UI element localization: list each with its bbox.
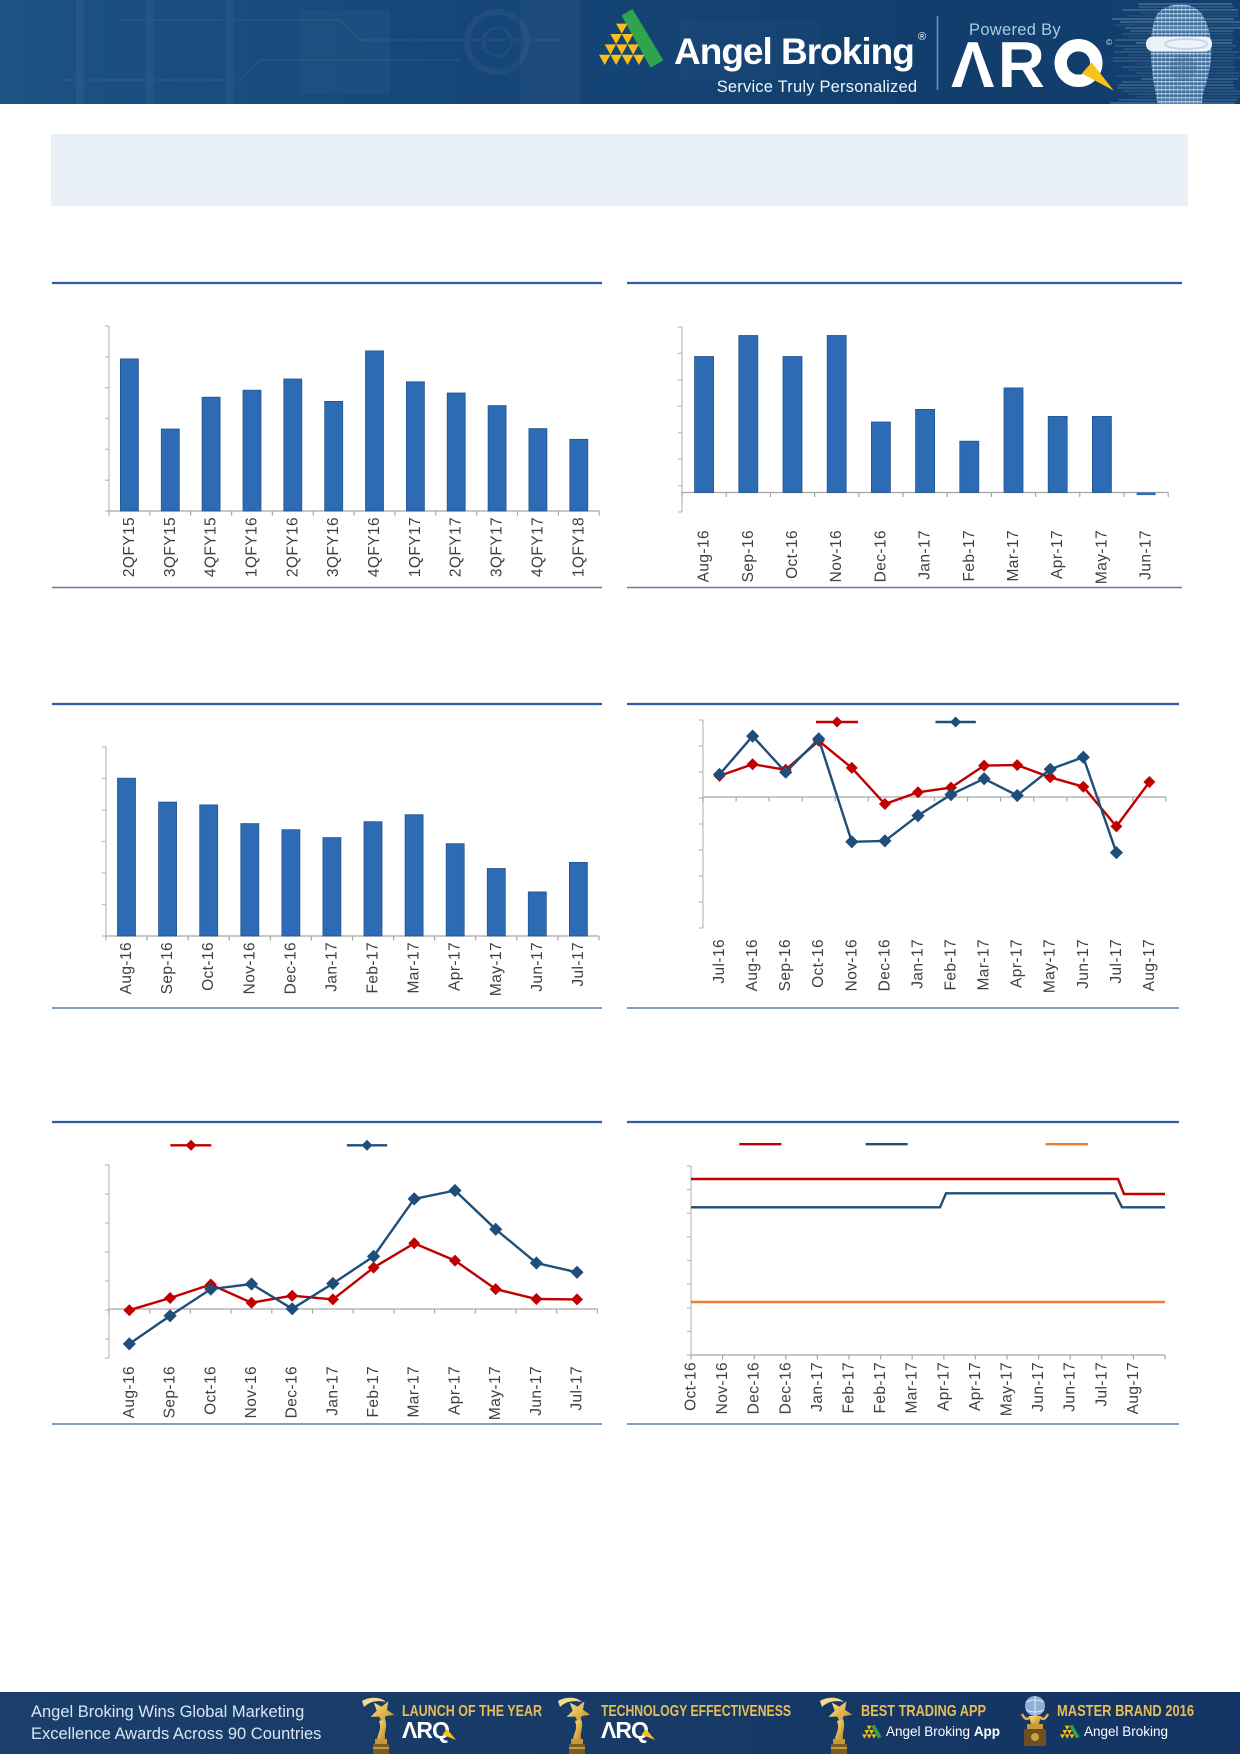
svg-text:Nov-16: Nov-16 bbox=[241, 942, 258, 994]
svg-text:Mar-17: Mar-17 bbox=[904, 1362, 921, 1414]
svg-text:Feb-17: Feb-17 bbox=[943, 939, 960, 991]
svg-text:1QFY18: 1QFY18 bbox=[570, 517, 587, 577]
svg-text:Jan-17: Jan-17 bbox=[917, 530, 934, 580]
svg-text:Feb-17: Feb-17 bbox=[841, 1362, 858, 1414]
svg-text:4QFY16: 4QFY16 bbox=[366, 517, 383, 577]
svg-text:Jan-17: Jan-17 bbox=[324, 1366, 341, 1416]
svg-text:Aug-16: Aug-16 bbox=[121, 1366, 138, 1418]
svg-text:Angel Broking: Angel Broking bbox=[674, 31, 914, 72]
svg-text:Sep-16: Sep-16 bbox=[777, 939, 794, 991]
svg-text:Dec-16: Dec-16 bbox=[284, 1366, 301, 1418]
svg-text:Jul-17: Jul-17 bbox=[570, 942, 587, 987]
svg-text:BEST TRADING APP: BEST TRADING APP bbox=[861, 1703, 986, 1720]
svg-text:Angel Broking: Angel Broking bbox=[1084, 1724, 1168, 1739]
svg-text:Jun-17: Jun-17 bbox=[1138, 530, 1155, 580]
svg-text:®: ® bbox=[918, 31, 926, 43]
svg-text:Mar-17: Mar-17 bbox=[1005, 530, 1022, 582]
svg-text:Jan-17: Jan-17 bbox=[809, 1362, 826, 1412]
svg-text:MASTER BRAND 2016: MASTER BRAND 2016 bbox=[1057, 1703, 1194, 1720]
svg-text:Jun-17: Jun-17 bbox=[1030, 1362, 1047, 1412]
svg-text:Dec-16: Dec-16 bbox=[876, 939, 893, 991]
svg-text:Jun-17: Jun-17 bbox=[529, 942, 546, 992]
svg-text:Dec-16: Dec-16 bbox=[872, 530, 889, 582]
svg-text:Oct-16: Oct-16 bbox=[784, 530, 801, 579]
svg-text:Excellence Awards Across 90 Co: Excellence Awards Across 90 Countries bbox=[31, 1725, 321, 1743]
svg-text:May-17: May-17 bbox=[1042, 939, 1059, 993]
svg-text:Aug-17: Aug-17 bbox=[1141, 939, 1158, 991]
svg-text:Nov-16: Nov-16 bbox=[243, 1366, 260, 1418]
svg-text:Powered By: Powered By bbox=[969, 21, 1061, 39]
svg-text:Sep-16: Sep-16 bbox=[740, 530, 757, 582]
svg-text:Nov-16: Nov-16 bbox=[828, 530, 845, 582]
svg-text:Feb-17: Feb-17 bbox=[961, 530, 978, 582]
svg-text:Oct-16: Oct-16 bbox=[683, 1362, 700, 1411]
svg-text:Jul-17: Jul-17 bbox=[1108, 939, 1125, 984]
svg-text:Apr-17: Apr-17 bbox=[447, 1366, 464, 1415]
svg-text:Oct-16: Oct-16 bbox=[200, 942, 217, 991]
svg-text:Jun-17: Jun-17 bbox=[1075, 939, 1092, 989]
svg-text:ΛRQ: ΛRQ bbox=[402, 1717, 449, 1743]
svg-text:Jul-17: Jul-17 bbox=[1093, 1362, 1110, 1407]
svg-text:May-17: May-17 bbox=[488, 942, 505, 996]
svg-text:2QFY16: 2QFY16 bbox=[284, 517, 301, 577]
svg-text:©: © bbox=[1106, 37, 1113, 47]
svg-text:Dec-16: Dec-16 bbox=[777, 1362, 794, 1414]
svg-text:Angel Broking App: Angel Broking App bbox=[886, 1724, 1000, 1739]
svg-text:1QFY17: 1QFY17 bbox=[407, 517, 424, 577]
svg-text:Jul-17: Jul-17 bbox=[569, 1366, 586, 1411]
svg-text:2QFY15: 2QFY15 bbox=[121, 517, 138, 577]
svg-text:Aug-16: Aug-16 bbox=[118, 942, 135, 994]
svg-text:Feb-17: Feb-17 bbox=[365, 942, 382, 994]
svg-text:1QFY16: 1QFY16 bbox=[244, 517, 261, 577]
svg-text:Aug-16: Aug-16 bbox=[744, 939, 761, 991]
svg-text:May-17: May-17 bbox=[999, 1362, 1016, 1416]
svg-text:May-17: May-17 bbox=[487, 1366, 504, 1420]
svg-text:Jun-17: Jun-17 bbox=[528, 1366, 545, 1416]
svg-text:ΛRQ: ΛRQ bbox=[601, 1717, 648, 1743]
svg-text:3QFY16: 3QFY16 bbox=[325, 517, 342, 577]
svg-text:Apr-17: Apr-17 bbox=[967, 1362, 984, 1411]
svg-text:Angel Broking Wins Global Mark: Angel Broking Wins Global Marketing bbox=[31, 1703, 304, 1721]
svg-text:Aug-17: Aug-17 bbox=[1125, 1362, 1142, 1414]
svg-text:ΛR: ΛR bbox=[951, 28, 1048, 101]
svg-text:Oct-16: Oct-16 bbox=[202, 1366, 219, 1415]
svg-text:Mar-17: Mar-17 bbox=[406, 1366, 423, 1418]
svg-text:Mar-17: Mar-17 bbox=[976, 939, 993, 991]
svg-text:3QFY15: 3QFY15 bbox=[162, 517, 179, 577]
svg-text:Apr-17: Apr-17 bbox=[935, 1362, 952, 1411]
svg-text:Apr-17: Apr-17 bbox=[1049, 530, 1066, 579]
svg-text:LAUNCH OF THE YEAR: LAUNCH OF THE YEAR bbox=[402, 1703, 542, 1720]
svg-text:Service Truly Personalized: Service Truly Personalized bbox=[717, 78, 918, 96]
svg-text:Nov-16: Nov-16 bbox=[714, 1362, 731, 1414]
svg-text:Dec-16: Dec-16 bbox=[282, 942, 299, 994]
svg-text:4QFY17: 4QFY17 bbox=[529, 517, 546, 577]
svg-text:May-17: May-17 bbox=[1093, 530, 1110, 584]
svg-text:Jan-17: Jan-17 bbox=[910, 939, 927, 989]
svg-text:Jan-17: Jan-17 bbox=[323, 942, 340, 992]
svg-text:Oct-16: Oct-16 bbox=[810, 939, 827, 988]
svg-text:Mar-17: Mar-17 bbox=[406, 942, 423, 994]
svg-text:Nov-16: Nov-16 bbox=[843, 939, 860, 991]
svg-text:Jul-16: Jul-16 bbox=[711, 939, 728, 984]
svg-text:3QFY17: 3QFY17 bbox=[489, 517, 506, 577]
svg-text:Feb-17: Feb-17 bbox=[872, 1362, 889, 1414]
svg-text:TECHNOLOGY EFFECTIVENESS: TECHNOLOGY EFFECTIVENESS bbox=[601, 1703, 791, 1720]
svg-text:4QFY15: 4QFY15 bbox=[203, 517, 220, 577]
svg-text:Aug-16: Aug-16 bbox=[696, 530, 713, 582]
svg-text:Feb-17: Feb-17 bbox=[365, 1366, 382, 1418]
svg-text:2QFY17: 2QFY17 bbox=[448, 517, 465, 577]
svg-text:Sep-16: Sep-16 bbox=[162, 1366, 179, 1418]
svg-text:Apr-17: Apr-17 bbox=[447, 942, 464, 991]
svg-text:Apr-17: Apr-17 bbox=[1009, 939, 1026, 988]
svg-text:Dec-16: Dec-16 bbox=[746, 1362, 763, 1414]
svg-text:Sep-16: Sep-16 bbox=[159, 942, 176, 994]
svg-text:Jun-17: Jun-17 bbox=[1062, 1362, 1079, 1412]
